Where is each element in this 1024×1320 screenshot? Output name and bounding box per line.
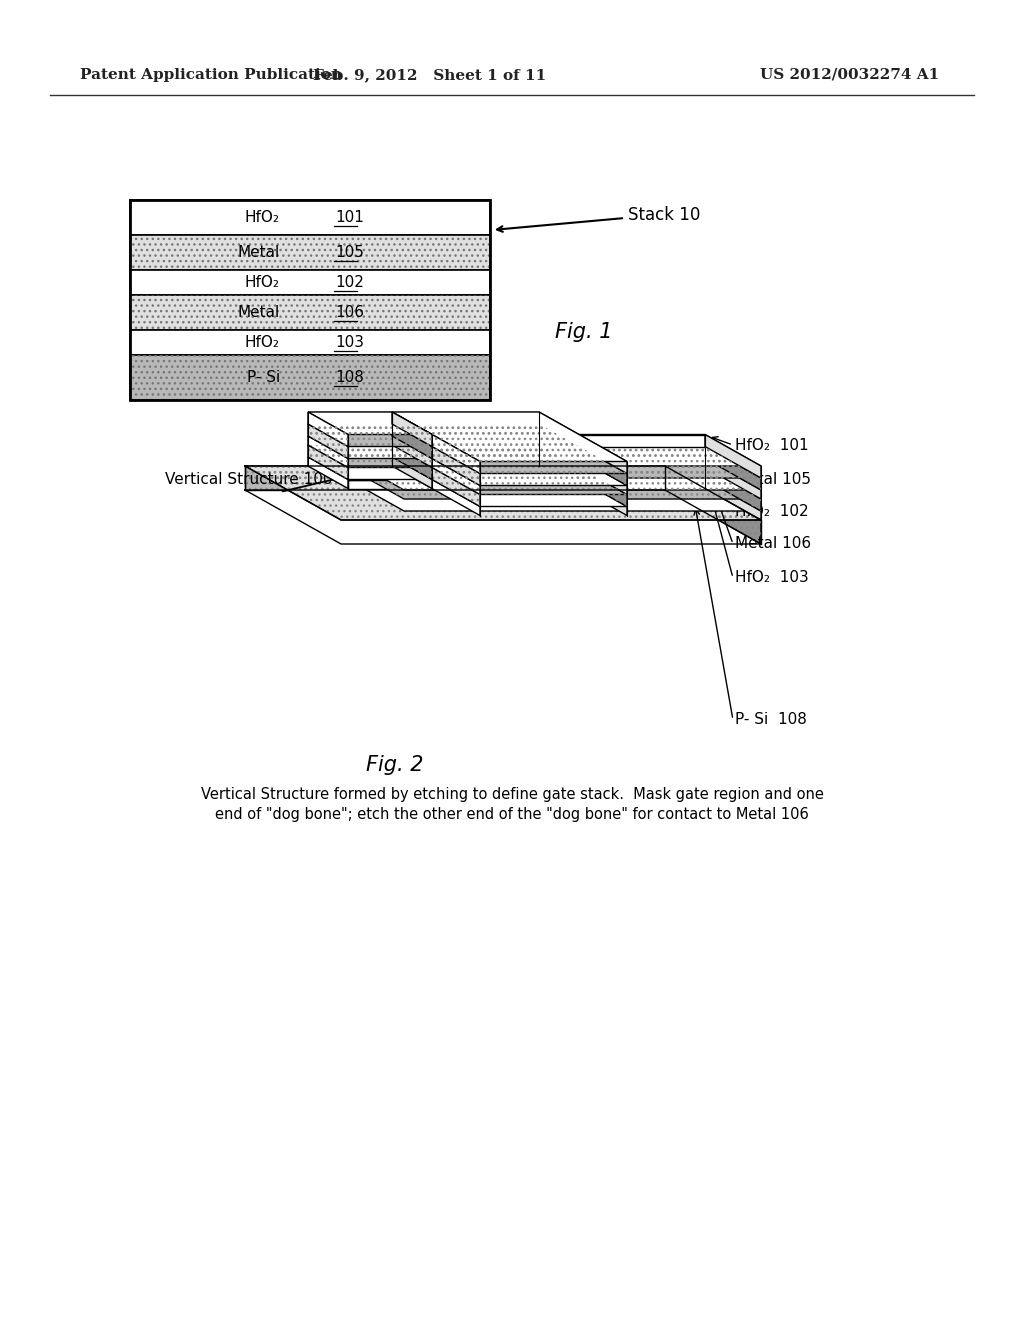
Text: Fig. 1: Fig. 1 — [555, 322, 612, 342]
Polygon shape — [308, 445, 392, 457]
Polygon shape — [348, 434, 705, 446]
Polygon shape — [348, 467, 705, 479]
Text: HfO₂: HfO₂ — [245, 335, 280, 350]
Polygon shape — [539, 457, 627, 516]
Polygon shape — [392, 412, 480, 474]
Polygon shape — [392, 436, 432, 467]
Polygon shape — [392, 412, 627, 462]
Text: Stack 10: Stack 10 — [628, 206, 700, 224]
Polygon shape — [392, 424, 627, 474]
Bar — [130, 355, 490, 400]
Polygon shape — [348, 458, 761, 490]
Polygon shape — [392, 457, 539, 466]
Text: Vertical Structure formed by etching to define gate stack.  Mask gate region and: Vertical Structure formed by etching to … — [201, 788, 823, 803]
Polygon shape — [308, 445, 432, 467]
Polygon shape — [308, 424, 432, 446]
Polygon shape — [245, 466, 761, 520]
Polygon shape — [539, 436, 627, 495]
Polygon shape — [308, 436, 348, 467]
Polygon shape — [348, 446, 705, 458]
Polygon shape — [392, 436, 539, 445]
Bar — [130, 294, 490, 330]
Polygon shape — [539, 412, 627, 474]
Polygon shape — [308, 412, 348, 446]
Text: Metal: Metal — [238, 246, 280, 260]
Text: US 2012/0032274 A1: US 2012/0032274 A1 — [760, 69, 939, 82]
Polygon shape — [348, 467, 761, 499]
Text: Patent Application Publication: Patent Application Publication — [80, 69, 342, 82]
Text: Metal: Metal — [238, 305, 280, 319]
Polygon shape — [308, 457, 392, 466]
Bar — [130, 355, 490, 400]
Polygon shape — [392, 457, 432, 488]
Polygon shape — [308, 412, 392, 424]
Bar — [130, 330, 490, 355]
Text: 105: 105 — [335, 246, 364, 260]
Text: HfO₂: HfO₂ — [245, 275, 280, 290]
Bar — [130, 201, 490, 400]
Text: 103: 103 — [335, 335, 364, 350]
Text: Feb. 9, 2012   Sheet 1 of 11: Feb. 9, 2012 Sheet 1 of 11 — [313, 69, 547, 82]
Polygon shape — [308, 412, 432, 434]
Text: 108: 108 — [335, 370, 364, 385]
Polygon shape — [392, 424, 480, 486]
Polygon shape — [308, 445, 348, 479]
Polygon shape — [392, 445, 627, 495]
Polygon shape — [308, 424, 392, 436]
Polygon shape — [392, 457, 480, 516]
Polygon shape — [308, 457, 432, 479]
Polygon shape — [308, 424, 348, 458]
Text: end of "dog bone"; etch the other end of the "dog bone" for contact to Metal 106: end of "dog bone"; etch the other end of… — [215, 808, 809, 822]
Polygon shape — [705, 446, 761, 490]
Polygon shape — [348, 479, 761, 511]
Polygon shape — [392, 457, 627, 507]
Polygon shape — [308, 436, 432, 458]
Bar — [130, 271, 490, 294]
Polygon shape — [392, 445, 539, 457]
Polygon shape — [539, 424, 627, 486]
Text: 101: 101 — [335, 210, 364, 224]
Text: Vertical Structure 100: Vertical Structure 100 — [165, 473, 333, 487]
Polygon shape — [392, 424, 432, 458]
Bar — [130, 235, 490, 271]
Polygon shape — [245, 466, 665, 490]
Text: HfO₂  101: HfO₂ 101 — [735, 437, 809, 453]
Polygon shape — [392, 436, 627, 486]
Polygon shape — [705, 458, 761, 499]
Polygon shape — [348, 434, 761, 466]
Bar — [130, 235, 490, 271]
Polygon shape — [392, 445, 432, 479]
Polygon shape — [539, 445, 627, 507]
Polygon shape — [705, 467, 761, 511]
Polygon shape — [392, 412, 539, 424]
Polygon shape — [392, 412, 432, 446]
Text: 106: 106 — [335, 305, 364, 319]
Polygon shape — [308, 436, 392, 445]
Bar — [130, 294, 490, 330]
Text: Fig. 2: Fig. 2 — [367, 755, 424, 775]
Text: P- Si: P- Si — [247, 370, 280, 385]
Polygon shape — [308, 457, 348, 488]
Polygon shape — [705, 434, 761, 478]
Text: P- Si  108: P- Si 108 — [735, 713, 807, 727]
Text: Metal 105: Metal 105 — [735, 473, 811, 487]
Polygon shape — [348, 479, 705, 488]
Polygon shape — [705, 479, 761, 520]
Text: 102: 102 — [335, 275, 364, 290]
Polygon shape — [665, 466, 761, 544]
Polygon shape — [348, 458, 705, 467]
Text: HfO₂: HfO₂ — [245, 210, 280, 224]
Polygon shape — [392, 424, 539, 436]
Polygon shape — [392, 445, 480, 507]
Text: HfO₂  102: HfO₂ 102 — [735, 504, 809, 520]
Polygon shape — [348, 446, 761, 478]
Polygon shape — [392, 436, 480, 495]
Text: HfO₂  103: HfO₂ 103 — [735, 570, 809, 586]
Bar — [130, 201, 490, 235]
Text: Metal 106: Metal 106 — [735, 536, 811, 552]
